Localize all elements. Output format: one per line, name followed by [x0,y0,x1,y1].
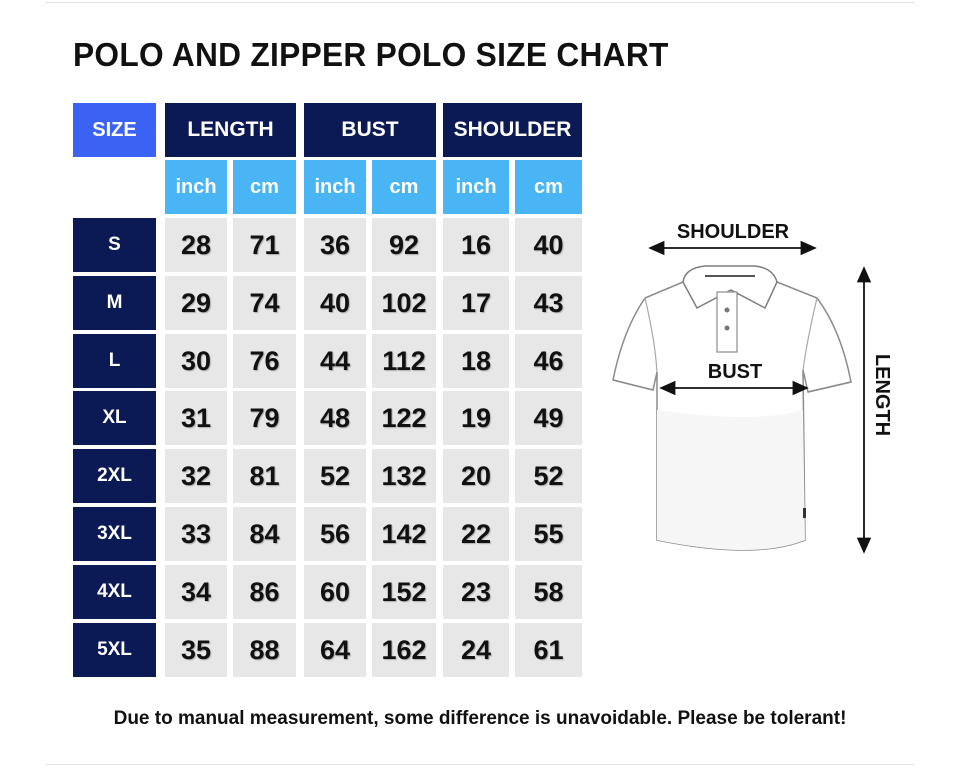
measurement-value: 30 [165,334,227,388]
measurement-value: 24 [443,623,509,677]
measurement-value: 52 [304,449,366,503]
measurement-value: 71 [233,218,296,272]
measurement-disclaimer: Due to manual measurement, some differen… [113,708,847,729]
length-label: LENGTH [871,354,893,436]
measurement-value: 32 [165,449,227,503]
measurement-value: 16 [443,218,509,272]
unit-header-inch: inch [165,160,227,214]
measurement-value: 55 [515,507,582,561]
measurement-value: 46 [515,334,582,388]
measurement-value: 49 [515,391,582,445]
measurement-value: 76 [233,334,296,388]
measurement-value: 102 [372,276,436,330]
measurement-value: 35 [165,623,227,677]
measurement-value: 20 [443,449,509,503]
measurement-value: 23 [443,565,509,619]
unit-header-inch: inch [443,160,509,214]
size-label: 4XL [73,565,156,619]
measurement-value: 60 [304,565,366,619]
size-label: L [73,334,156,388]
measurement-value: 36 [304,218,366,272]
measurement-value: 29 [165,276,227,330]
measurement-value: 162 [372,623,436,677]
measurement-value: 44 [304,334,366,388]
measurement-value: 112 [372,334,436,388]
measurement-value: 132 [372,449,436,503]
measurement-value: 61 [515,623,582,677]
measurement-value: 58 [515,565,582,619]
measurement-value: 84 [233,507,296,561]
measurement-value: 17 [443,276,509,330]
measurement-value: 142 [372,507,436,561]
measurement-value: 28 [165,218,227,272]
measurement-value: 34 [165,565,227,619]
size-label: S [73,218,156,272]
measurement-value: 92 [372,218,436,272]
measurement-value: 81 [233,449,296,503]
polo-measurement-diagram: SHOULDER BUST LENGTH [605,210,905,570]
measurement-value: 40 [304,276,366,330]
measurement-value: 40 [515,218,582,272]
measurement-value: 48 [304,391,366,445]
measurement-value: 79 [233,391,296,445]
measurement-value: 122 [372,391,436,445]
measurement-value: 88 [233,623,296,677]
measurement-value: 74 [233,276,296,330]
unit-header-cm: cm [233,160,296,214]
unit-header-inch: inch [304,160,366,214]
size-label: 3XL [73,507,156,561]
measurement-value: 19 [443,391,509,445]
measurement-value: 31 [165,391,227,445]
shoulder-label: SHOULDER [677,221,790,243]
group-header-bust: BUST [304,103,436,157]
size-label: M [73,276,156,330]
polo-shirt-illustration: SHOULDER BUST LENGTH [612,221,893,554]
size-label: 5XL [73,623,156,677]
top-divider [45,2,915,3]
measurement-value: 22 [443,507,509,561]
measurement-value: 152 [372,565,436,619]
bottom-divider [45,764,915,765]
measurement-value: 43 [515,276,582,330]
bust-label: BUST [708,361,762,383]
unit-header-cm: cm [515,160,582,214]
measurement-value: 33 [165,507,227,561]
size-column-header: SIZE [73,103,156,157]
page-title: POLO AND ZIPPER POLO SIZE CHART [73,36,669,73]
measurement-value: 18 [443,334,509,388]
measurement-value: 86 [233,565,296,619]
measurement-value: 56 [304,507,366,561]
size-label: XL [73,391,156,445]
measurement-value: 64 [304,623,366,677]
unit-header-cm: cm [372,160,436,214]
measurement-value: 52 [515,449,582,503]
group-header-shoulder: SHOULDER [443,103,582,157]
size-label: 2XL [73,449,156,503]
group-header-length: LENGTH [165,103,296,157]
